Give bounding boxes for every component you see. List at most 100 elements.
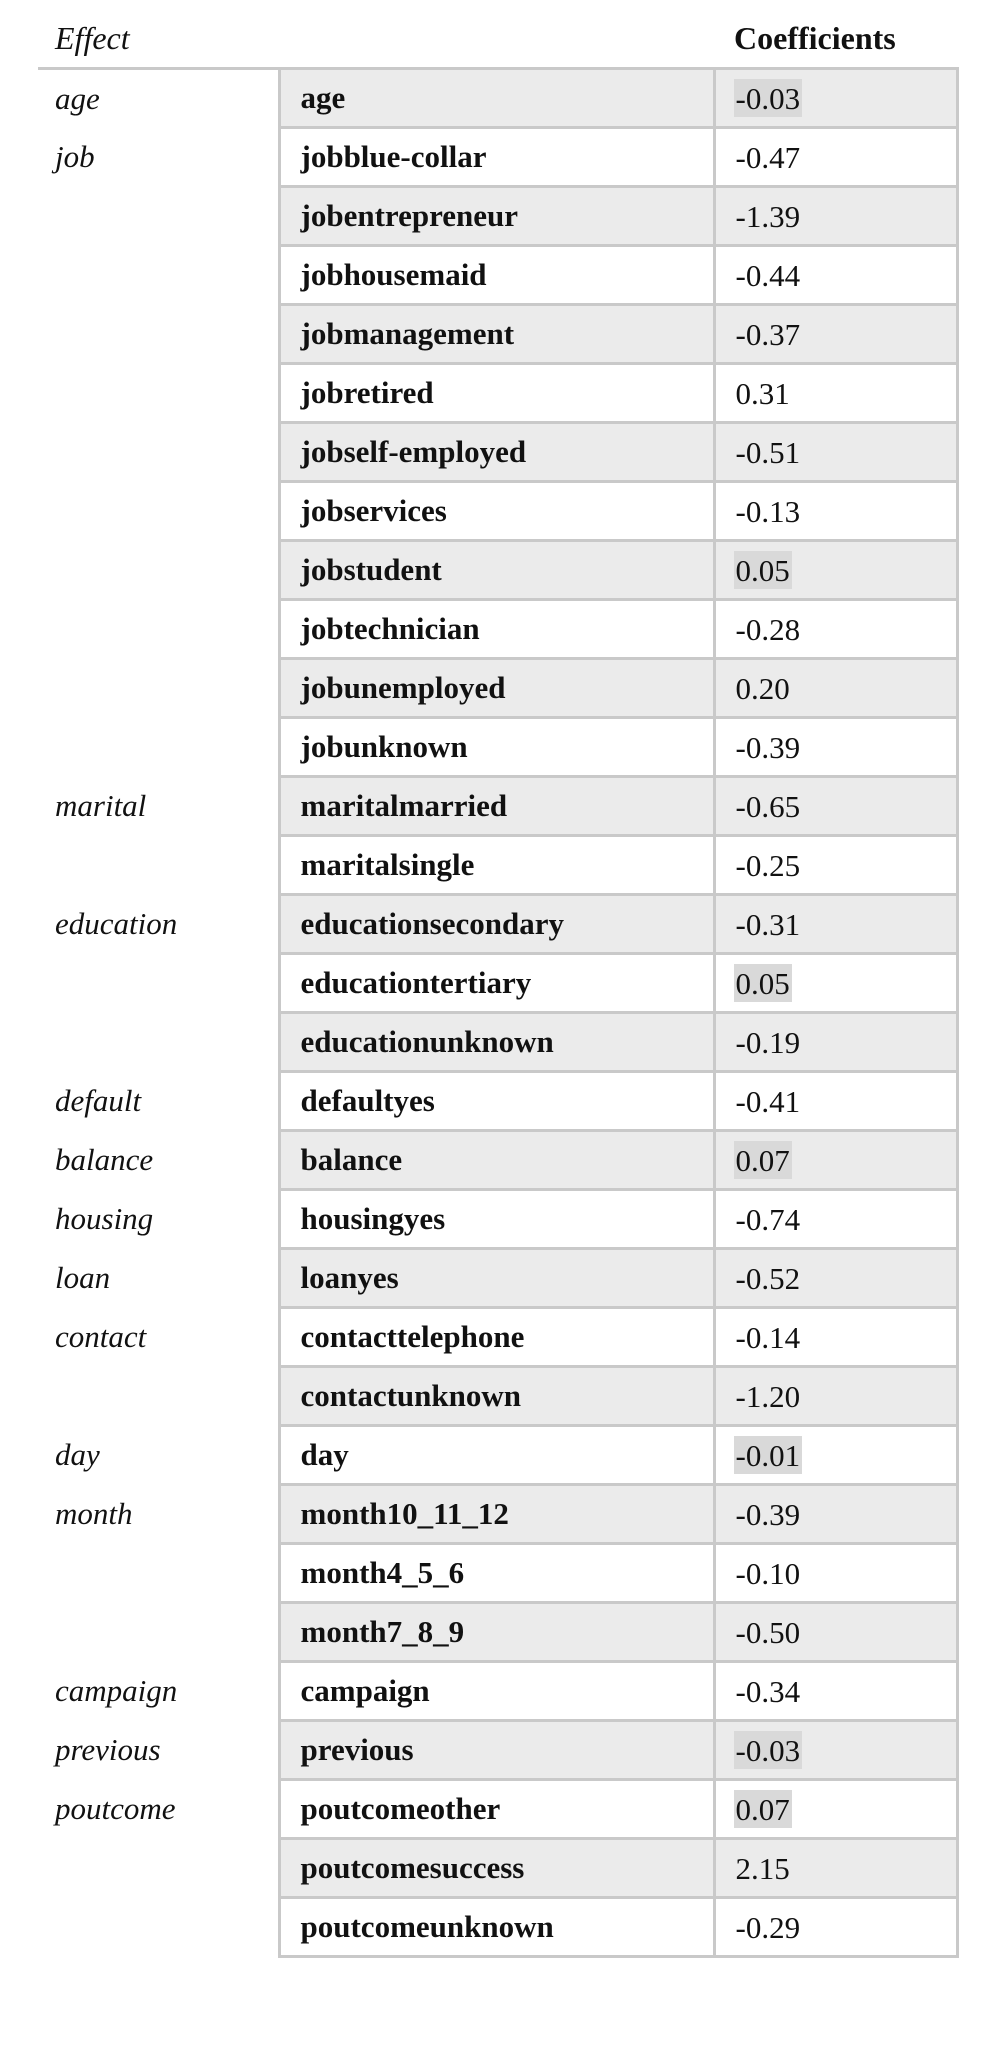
effect-cell bbox=[38, 1367, 279, 1426]
effect-cell bbox=[38, 364, 279, 423]
term-cell: defaultyes bbox=[277, 1071, 716, 1132]
coefficient-cell: 0.31 bbox=[714, 363, 959, 424]
coefficient-value: -0.19 bbox=[735, 1024, 801, 1060]
coefficient-cell: -0.39 bbox=[714, 1484, 959, 1545]
table-row: jobtechnician -0.28 bbox=[38, 599, 959, 660]
term-cell: jobunknown bbox=[277, 717, 716, 778]
coefficient-value: -0.39 bbox=[735, 1496, 801, 1532]
table-row: contactunknown -1.20 bbox=[38, 1366, 959, 1427]
coefficient-cell: 0.05 bbox=[714, 540, 959, 601]
effect-cell: job bbox=[55, 139, 95, 174]
term-cell: month7_8_9 bbox=[277, 1602, 716, 1663]
table-row: contact contacttelephone -0.14 bbox=[38, 1307, 959, 1368]
effect-cell bbox=[38, 187, 279, 246]
coefficient-value: 0.05 bbox=[733, 963, 792, 1003]
coefficient-value: -0.34 bbox=[735, 1673, 801, 1709]
effect-cell: default bbox=[55, 1083, 142, 1118]
term-column-header bbox=[279, 9, 714, 70]
effect-cell bbox=[38, 836, 279, 895]
effect-cell: loan bbox=[55, 1260, 111, 1295]
effect-cell bbox=[38, 423, 279, 482]
table-row: month7_8_9 -0.50 bbox=[38, 1602, 959, 1663]
effect-cell bbox=[38, 954, 279, 1013]
effect-cell: month bbox=[55, 1496, 133, 1531]
coefficient-value: -0.52 bbox=[735, 1260, 801, 1296]
coefficient-value: -0.25 bbox=[735, 847, 801, 883]
coefficient-value: -0.28 bbox=[735, 611, 801, 647]
term-cell: loanyes bbox=[277, 1248, 716, 1309]
coefficient-cell: 0.20 bbox=[714, 658, 959, 719]
table-row: campaign campaign -0.34 bbox=[38, 1661, 959, 1722]
table-body: age age -0.03 job jobblue-collar -0.47 jobentr… bbox=[38, 68, 959, 1958]
effect-cell: poutcome bbox=[55, 1791, 176, 1826]
effect-cell bbox=[38, 1544, 279, 1603]
term-cell: jobself-employed bbox=[277, 422, 716, 483]
coefficient-value: 0.07 bbox=[733, 1140, 792, 1180]
table-row: jobunemployed 0.20 bbox=[38, 658, 959, 719]
effect-cell: education bbox=[55, 906, 178, 941]
coefficient-cell: 2.15 bbox=[714, 1838, 959, 1899]
coefficient-cell: -0.13 bbox=[714, 481, 959, 542]
coefficient-cell: -0.03 bbox=[714, 1720, 959, 1781]
coefficient-cell: -0.37 bbox=[714, 304, 959, 365]
coefficient-cell: -0.31 bbox=[714, 894, 959, 955]
coefficient-value: -0.03 bbox=[733, 1730, 803, 1770]
term-cell: jobstudent bbox=[277, 540, 716, 601]
effect-cell: age bbox=[55, 80, 100, 116]
coefficient-value: -0.31 bbox=[735, 906, 801, 942]
table-row: jobservices -0.13 bbox=[38, 481, 959, 542]
coefficient-cell: -1.39 bbox=[714, 186, 959, 247]
coefficient-value: -0.51 bbox=[735, 434, 801, 470]
header-row: Effect Coefficients bbox=[38, 9, 957, 70]
table-row: loan loanyes -0.52 bbox=[38, 1248, 959, 1309]
term-cell: day bbox=[277, 1425, 716, 1486]
effect-cell bbox=[38, 718, 279, 777]
term-cell: jobmanagement bbox=[277, 304, 716, 365]
coefficient-value: -0.10 bbox=[735, 1555, 801, 1591]
coefficient-value: 2.15 bbox=[735, 1850, 790, 1886]
table-row: maritalsingle -0.25 bbox=[38, 835, 959, 896]
effect-cell bbox=[38, 541, 279, 600]
term-cell: age bbox=[277, 68, 716, 129]
effect-cell: marital bbox=[55, 788, 147, 823]
term-cell: maritalsingle bbox=[277, 835, 716, 896]
effect-cell bbox=[38, 246, 279, 305]
table-row: age age -0.03 bbox=[38, 68, 959, 129]
table-row: education educationsecondary -0.31 bbox=[38, 894, 959, 955]
term-cell: jobhousemaid bbox=[277, 245, 716, 306]
coefficient-value: -1.20 bbox=[735, 1378, 801, 1414]
table-row: jobretired 0.31 bbox=[38, 363, 959, 424]
coefficient-cell: -0.65 bbox=[714, 776, 959, 837]
table-row: jobentrepreneur -1.39 bbox=[38, 186, 959, 247]
coefficient-value: -0.74 bbox=[735, 1201, 801, 1237]
coefficient-value: -0.29 bbox=[735, 1909, 801, 1945]
coefficient-value: -1.39 bbox=[735, 198, 801, 234]
effect-cell bbox=[38, 482, 279, 541]
effect-cell: contact bbox=[55, 1319, 147, 1354]
coefficient-cell: -0.51 bbox=[714, 422, 959, 483]
term-cell: educationunknown bbox=[277, 1012, 716, 1073]
term-cell: previous bbox=[277, 1720, 716, 1781]
table-row: jobunknown -0.39 bbox=[38, 717, 959, 778]
coefficient-value: -0.50 bbox=[735, 1614, 801, 1650]
coefficient-value: -0.39 bbox=[735, 729, 801, 765]
term-cell: jobunemployed bbox=[277, 658, 716, 719]
coefficient-cell: -0.10 bbox=[714, 1543, 959, 1604]
term-cell: campaign bbox=[277, 1661, 716, 1722]
coefficient-cell: -0.34 bbox=[714, 1661, 959, 1722]
coefficient-value: -0.01 bbox=[733, 1435, 803, 1475]
effect-cell: day bbox=[55, 1437, 100, 1472]
coefficient-cell: -0.50 bbox=[714, 1602, 959, 1663]
coefficient-cell: -0.25 bbox=[714, 835, 959, 896]
coefficient-value: 0.31 bbox=[735, 375, 790, 411]
term-cell: contacttelephone bbox=[277, 1307, 716, 1368]
term-cell: maritalmarried bbox=[277, 776, 716, 837]
coefficient-cell: -0.19 bbox=[714, 1012, 959, 1073]
table-row: poutcomeunknown -0.29 bbox=[38, 1897, 959, 1958]
effect-column-header: Effect bbox=[38, 9, 279, 70]
table-row: jobstudent 0.05 bbox=[38, 540, 959, 601]
coefficient-cell: -0.44 bbox=[714, 245, 959, 306]
table-row: educationtertiary 0.05 bbox=[38, 953, 959, 1014]
coefficients-column-header: Coefficients bbox=[714, 9, 957, 70]
coefficient-cell: -0.03 bbox=[714, 68, 959, 129]
